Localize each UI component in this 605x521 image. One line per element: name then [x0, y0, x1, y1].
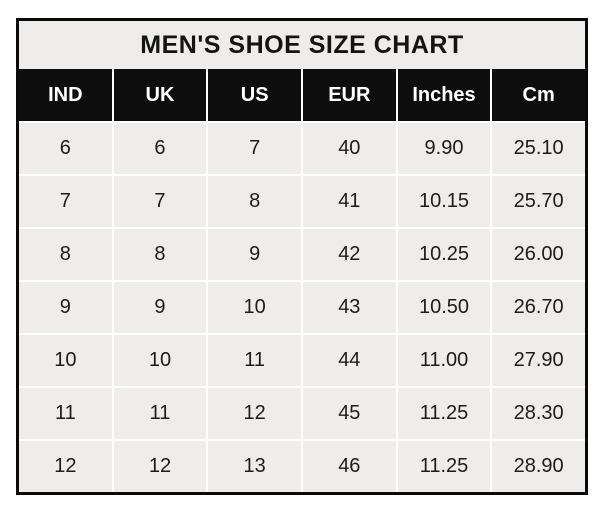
table-cell: 8	[19, 229, 112, 280]
column-header-us: US	[208, 69, 301, 121]
table-cell: 43	[302, 282, 396, 333]
table-cell: 42	[302, 229, 396, 280]
table-cell: 11	[208, 335, 301, 386]
table-cell: 10.50	[397, 282, 491, 333]
column-header-ind: IND	[19, 69, 112, 121]
table-cell: 26.00	[492, 229, 585, 280]
table-cell: 10	[113, 335, 207, 386]
table-cell: 11	[19, 388, 112, 439]
table-cell: 11	[113, 388, 207, 439]
table-cell: 45	[302, 388, 396, 439]
table-cell: 28.30	[492, 388, 585, 439]
table-cell: 44	[302, 335, 396, 386]
table-cell: 9.90	[397, 123, 491, 174]
column-header-uk: UK	[113, 69, 207, 121]
table-cell: 26.70	[492, 282, 585, 333]
table-cell: 25.10	[492, 123, 585, 174]
table-cell: 12	[113, 441, 207, 492]
table-cell: 9	[113, 282, 207, 333]
size-grid: IND UK US EUR Inches Cm 6 6 7 40 9.90 25…	[19, 69, 585, 492]
table-cell: 12	[208, 388, 301, 439]
column-header-cm: Cm	[492, 69, 585, 121]
table-cell: 11.00	[397, 335, 491, 386]
table-cell: 27.90	[492, 335, 585, 386]
column-header-inches: Inches	[397, 69, 491, 121]
table-cell: 10	[19, 335, 112, 386]
table-cell: 7	[208, 123, 301, 174]
table-cell: 9	[19, 282, 112, 333]
column-header-eur: EUR	[302, 69, 396, 121]
table-cell: 6	[19, 123, 112, 174]
table-cell: 7	[113, 176, 207, 227]
shoe-size-chart-table: MEN'S SHOE SIZE CHART IND UK US EUR Inch…	[16, 18, 588, 495]
table-cell: 11.25	[397, 388, 491, 439]
table-cell: 9	[208, 229, 301, 280]
table-cell: 6	[113, 123, 207, 174]
table-cell: 46	[302, 441, 396, 492]
table-cell: 13	[208, 441, 301, 492]
table-cell: 12	[19, 441, 112, 492]
table-cell: 28.90	[492, 441, 585, 492]
table-cell: 40	[302, 123, 396, 174]
table-cell: 41	[302, 176, 396, 227]
chart-title: MEN'S SHOE SIZE CHART	[19, 21, 585, 69]
table-cell: 8	[208, 176, 301, 227]
table-cell: 10	[208, 282, 301, 333]
table-cell: 10.15	[397, 176, 491, 227]
table-cell: 25.70	[492, 176, 585, 227]
table-cell: 11.25	[397, 441, 491, 492]
table-cell: 10.25	[397, 229, 491, 280]
table-cell: 8	[113, 229, 207, 280]
table-cell: 7	[19, 176, 112, 227]
